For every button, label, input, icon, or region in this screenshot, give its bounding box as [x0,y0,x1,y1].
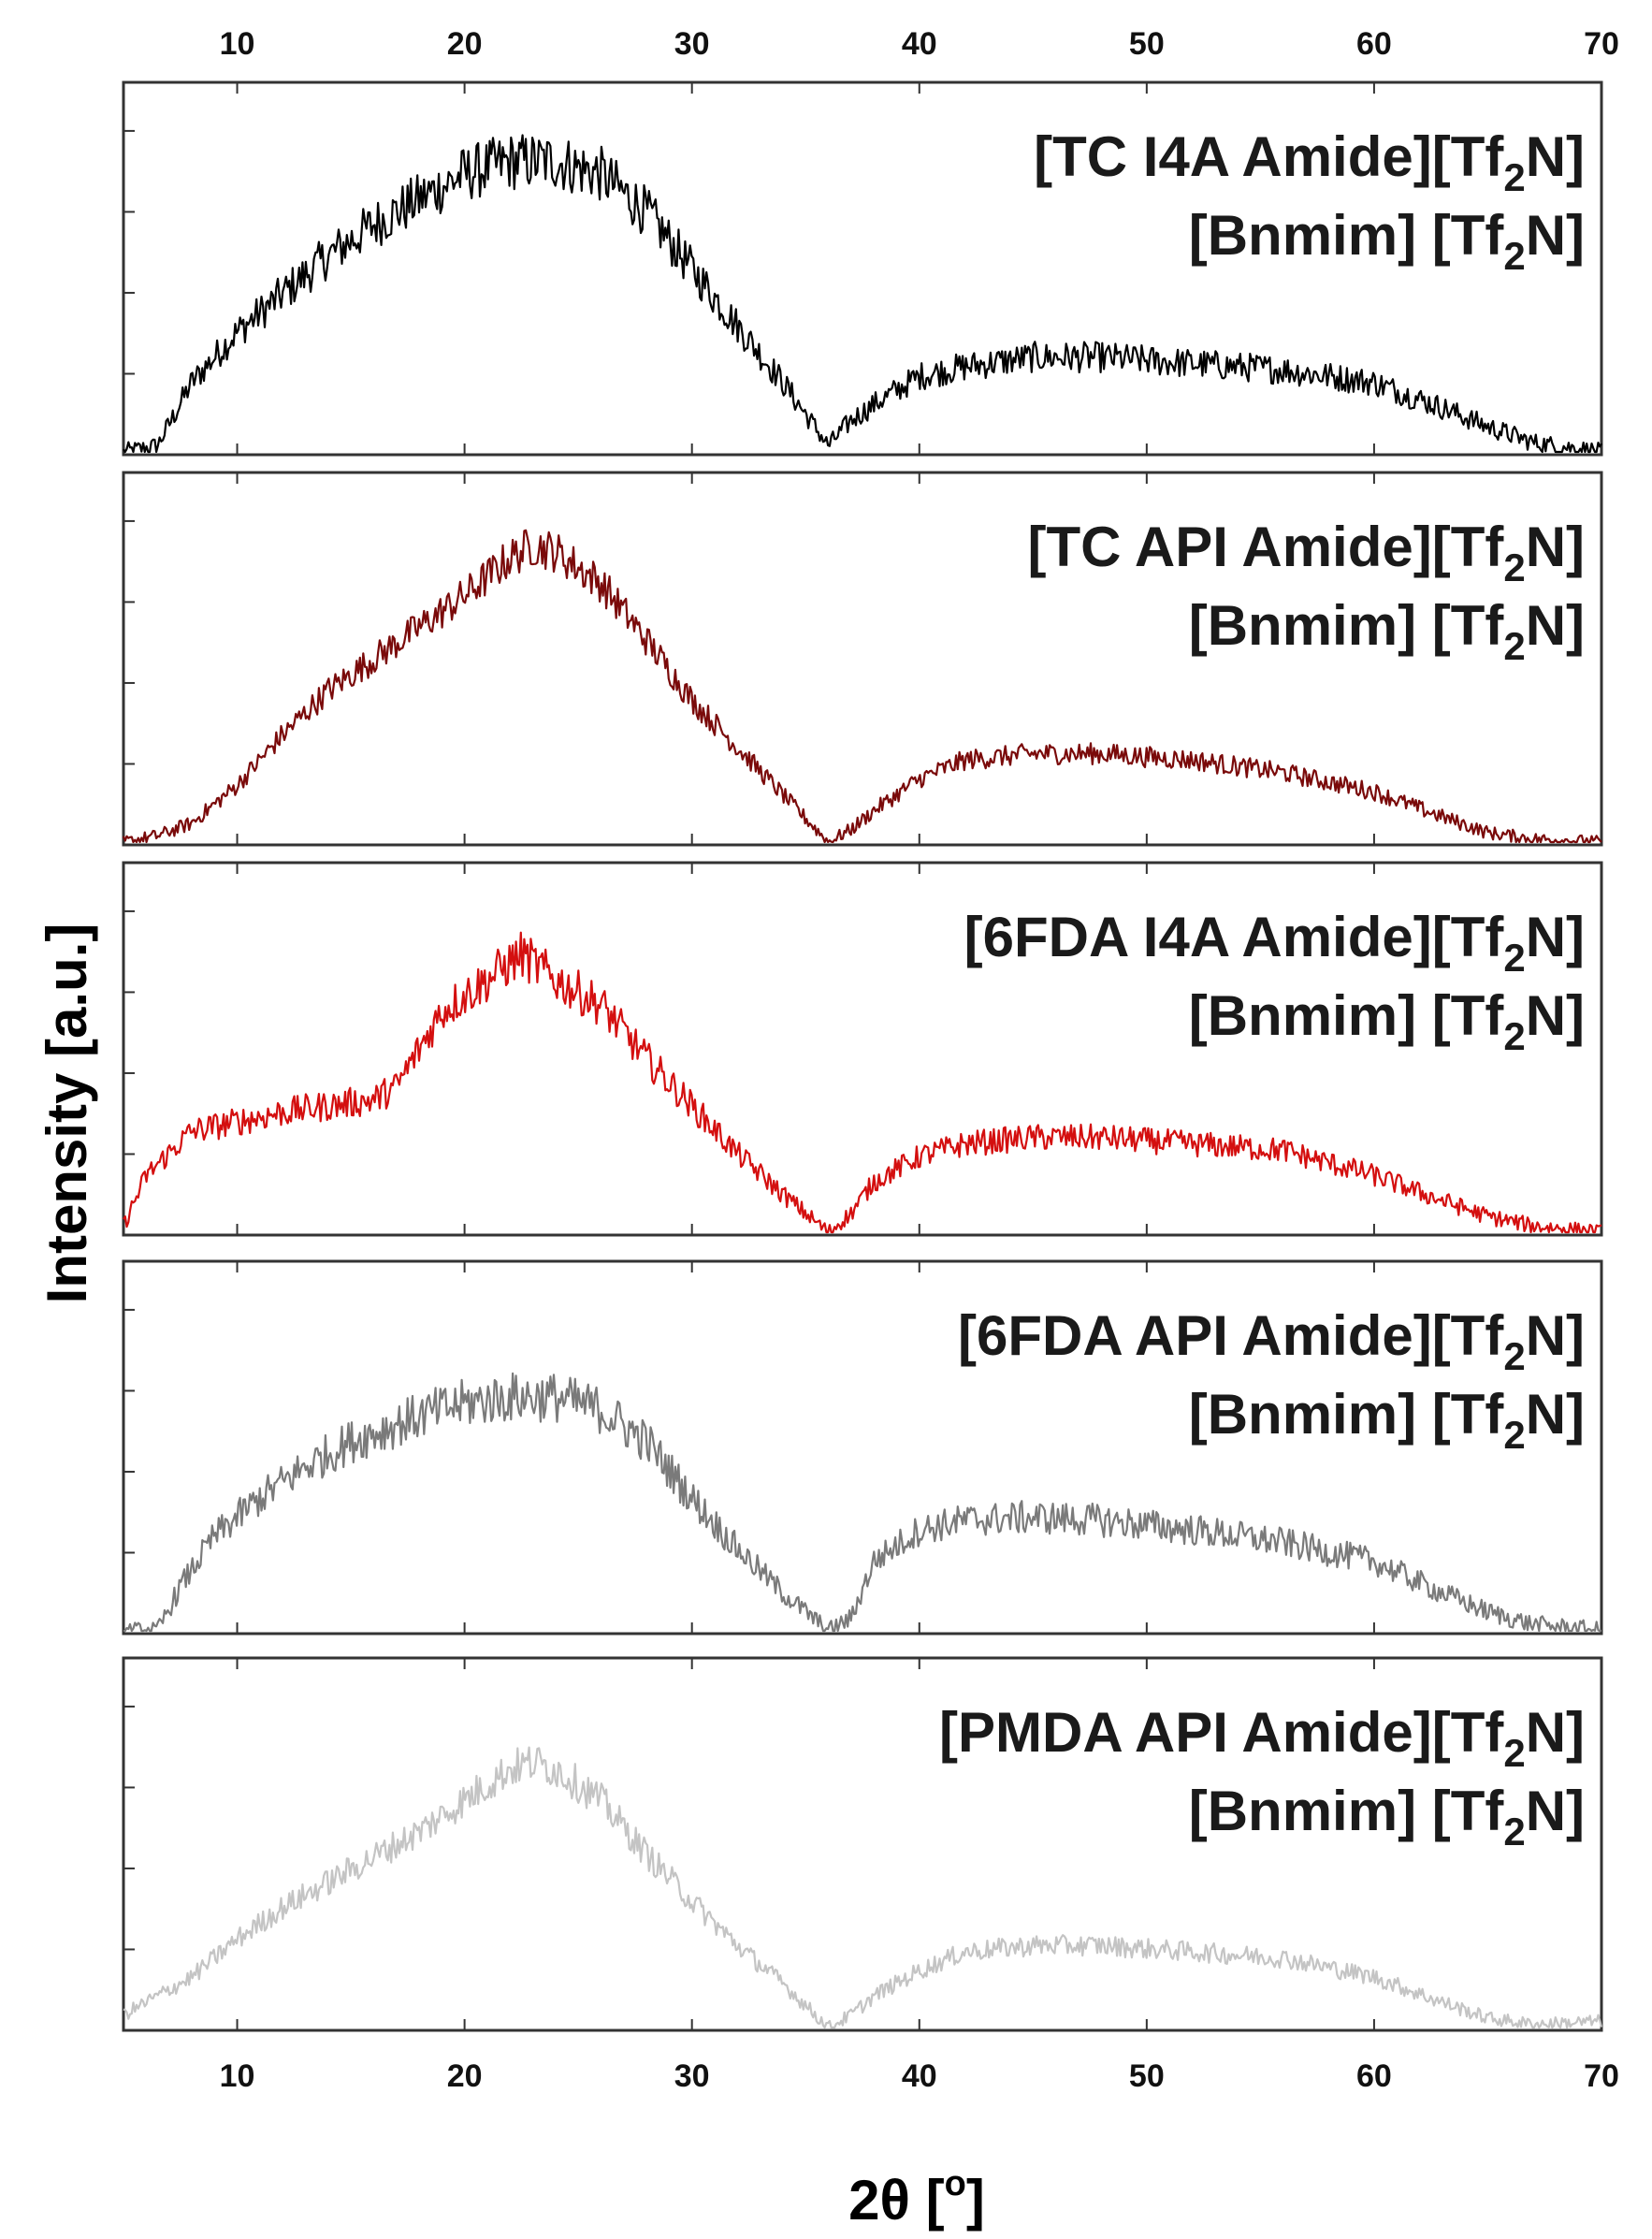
legend-line2-close: N] [1526,594,1585,657]
x-axis-title: 2θ [o] [848,2164,985,2232]
top-x-tick-label: 40 [902,26,937,62]
top-x-tick-label: 60 [1356,26,1392,62]
legend-line1-main: [PMDA API Amide][Tf [939,1701,1504,1764]
bottom-x-tick-label: 30 [674,2058,710,2094]
panel-2: [TC API Amide][Tf2N][Bnmim] [Tf2N] [122,471,1603,847]
top-x-tick-label: 70 [1584,26,1619,62]
panel-frame [122,1259,1603,1636]
legend-line2-5: [Bnmim] [Tf2N] [1189,1780,1585,1854]
legend-line2-main: [Bnmim] [Tf [1189,1780,1505,1842]
panel-3: [6FDA I4A Amide][Tf2N][Bnmim] [Tf2N] [122,861,1603,1237]
bottom-x-axis-ticks: 10 20 30 40 50 60 70 [220,2058,1619,2094]
legend-line1-close: N] [1526,516,1585,578]
series-line-2 [122,529,1602,844]
legend-line2-main: [Bnmim] [Tf [1189,204,1505,267]
panel-5: [PMDA API Amide][Tf2N][Bnmim] [Tf2N] [122,1656,1603,2032]
legend-line2-sub: 2 [1503,234,1525,278]
legend-line2-main: [Bnmim] [Tf [1189,1383,1505,1446]
legend-line1-2: [TC API Amide][Tf2N] [1028,516,1586,589]
series-line-4 [123,1372,1601,1633]
top-x-tick-label: 20 [447,26,483,62]
legend-line1-main: [6FDA I4A Amide][Tf [964,906,1505,968]
bottom-x-tick-label: 70 [1584,2058,1619,2094]
legend-line2-sub: 2 [1503,1014,1525,1058]
legend-line1-main: [TC I4A Amide][Tf [1034,125,1504,188]
legend-line2-sub: 2 [1503,624,1525,668]
bottom-x-tick-label: 40 [902,2058,937,2094]
bottom-x-tick-label: 60 [1356,2058,1392,2094]
series-line-5 [123,1746,1603,2029]
bottom-x-tick-label: 10 [220,2058,255,2094]
panels-group: [TC I4A Amide][Tf2N][Bnmim] [Tf2N][TC AP… [122,80,1603,2032]
bottom-x-tick-label: 20 [447,2058,483,2094]
legend-line2-1: [Bnmim] [Tf2N] [1189,204,1585,278]
legend-line1-3: [6FDA I4A Amide][Tf2N] [964,906,1585,980]
panel-frame [122,80,1603,457]
legend-line1-sub: 2 [1503,545,1525,589]
panel-4: [6FDA API Amide][Tf2N][Bnmim] [Tf2N] [122,1259,1603,1636]
legend-line1-1: [TC I4A Amide][Tf2N] [1034,125,1585,199]
legend-line1-sub: 2 [1503,1334,1525,1378]
bottom-x-tick-label: 50 [1129,2058,1165,2094]
legend-line1-4: [6FDA API Amide][Tf2N] [958,1304,1585,1378]
legend-line1-sub: 2 [1503,155,1525,199]
y-axis-title: Intensity [a.u.] [36,923,98,1304]
legend-line1-close: N] [1526,1701,1585,1764]
panel-frame [122,471,1603,847]
legend-line2-close: N] [1526,204,1585,267]
top-x-tick-label: 10 [220,26,255,62]
top-x-tick-label: 30 [674,26,710,62]
top-x-axis-ticks: 10 20 30 40 50 60 70 [220,26,1619,62]
legend-line1-main: [6FDA API Amide][Tf [958,1304,1504,1367]
legend-line2-sub: 2 [1503,1810,1525,1854]
legend-line1-close: N] [1526,125,1585,188]
panel-frame [122,861,1603,1237]
legend-line2-main: [Bnmim] [Tf [1189,594,1505,657]
series-line-1 [123,134,1602,454]
legend-line2-sub: 2 [1503,1413,1525,1457]
legend-line1-main: [TC API Amide][Tf [1028,516,1505,578]
legend-line2-close: N] [1526,1383,1585,1446]
legend-line2-close: N] [1526,984,1585,1047]
legend-line1-close: N] [1526,906,1585,968]
legend-line2-3: [Bnmim] [Tf2N] [1189,984,1585,1058]
top-x-tick-label: 50 [1129,26,1165,62]
legend-line2-main: [Bnmim] [Tf [1189,984,1505,1047]
legend-line1-close: N] [1526,1304,1585,1367]
legend-line2-2: [Bnmim] [Tf2N] [1189,594,1585,668]
series-line-3 [123,931,1602,1234]
legend-line1-sub: 2 [1503,1731,1525,1775]
legend-line2-close: N] [1526,1780,1585,1842]
legend-line2-4: [Bnmim] [Tf2N] [1189,1383,1585,1457]
legend-line1-sub: 2 [1503,936,1525,980]
panel-frame [122,1656,1603,2032]
legend-line1-5: [PMDA API Amide][Tf2N] [939,1701,1585,1775]
panel-1: [TC I4A Amide][Tf2N][Bnmim] [Tf2N] [122,80,1603,457]
